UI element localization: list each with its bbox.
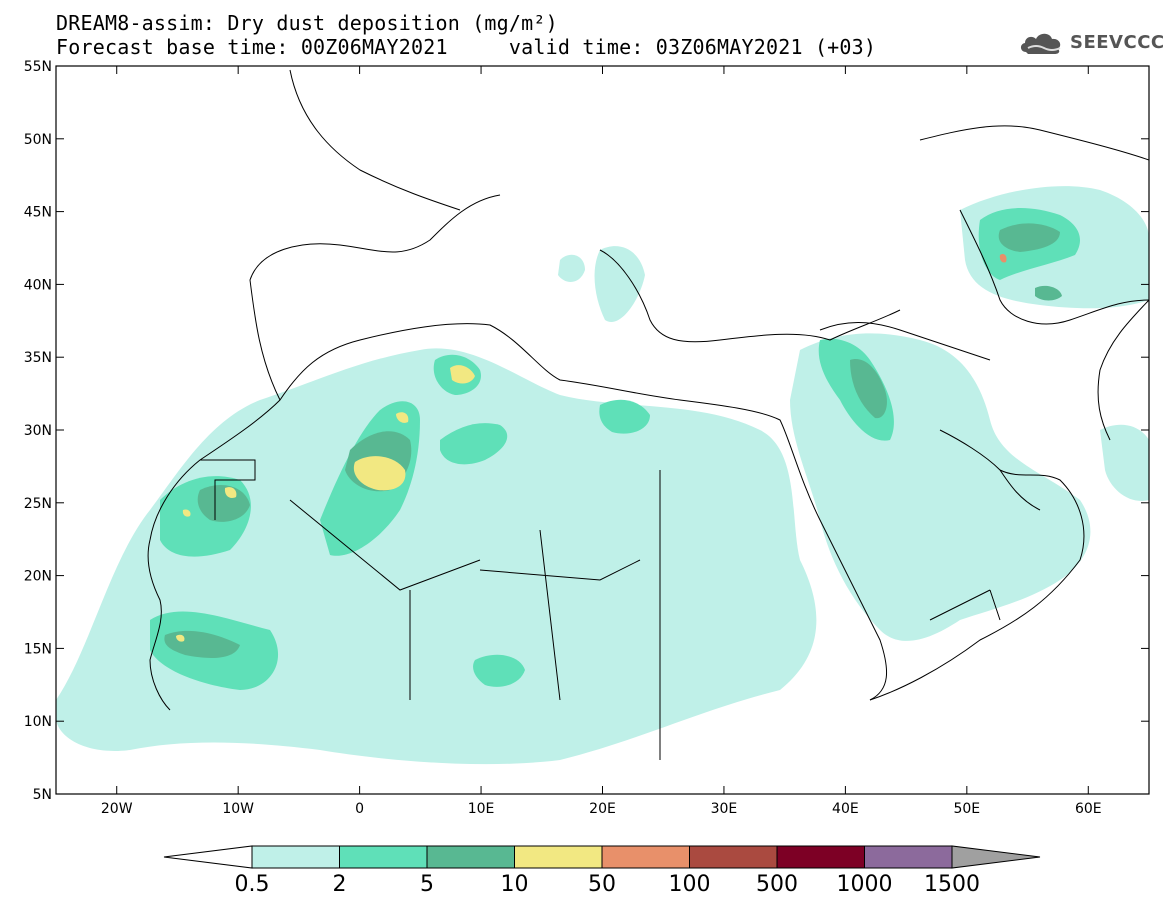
colorbar: 0.5 2 5 10 50 100 500 1000 1500 [163, 845, 1041, 897]
lat-tick-label: 30N [24, 423, 52, 439]
contour-50-100 [999, 253, 1007, 263]
colorbar-swatch [776, 845, 865, 869]
colorbar-swatch [864, 845, 953, 869]
colorbar-swatch [514, 845, 603, 869]
lat-tick-label: 5N [33, 787, 52, 803]
lat-tick-label: 45N [24, 205, 52, 221]
colorbar-under-triangle [163, 845, 253, 869]
colorbar-label: 1000 [837, 872, 893, 897]
colorbar-label: 5 [420, 872, 434, 897]
lon-tick-label: 30E [711, 801, 738, 817]
colorbar-label: 500 [756, 872, 798, 897]
lat-tick-label: 20N [24, 569, 52, 585]
longitude-axis: 20W 10W 0 10E 20E 30E 40E 50E 60E [101, 66, 1102, 817]
lat-tick-label: 55N [24, 59, 52, 75]
lat-tick-label: 35N [24, 350, 52, 366]
lon-tick-label: 60E [1075, 801, 1102, 817]
lat-tick-label: 25N [24, 496, 52, 512]
colorbar-swatch [689, 845, 778, 869]
latitude-axis: 5N 10N 15N 20N 25N 30N 35N 40N 45N 50N 55N [24, 59, 1149, 803]
colorbar-swatch [251, 845, 340, 869]
colorbar-label: 2 [333, 872, 347, 897]
coastlines-and-borders [147, 69, 1149, 760]
logo-text: SEEVCCC [1070, 32, 1165, 53]
lon-tick-label: 50E [953, 801, 980, 817]
lat-tick-label: 50N [24, 132, 52, 148]
dust-deposition-field [56, 69, 1149, 765]
lon-tick-label: 20W [101, 801, 133, 817]
lon-tick-label: 0 [355, 801, 364, 817]
colorbar-label: 0.5 [235, 872, 270, 897]
lon-tick-label: 10E [468, 801, 495, 817]
map-title-line2: Forecast base time: 00Z06MAY2021 valid t… [56, 35, 877, 59]
colorbar-label: 50 [588, 872, 616, 897]
colorbar-swatch [339, 845, 428, 869]
lon-tick-label: 10W [222, 801, 254, 817]
map-title-line1: DREAM8-assim: Dry dust deposition (mg/m²… [56, 11, 558, 35]
lon-tick-label: 20E [589, 801, 616, 817]
contour-10-50 [176, 365, 475, 642]
lat-tick-label: 40N [24, 277, 52, 293]
colorbar-label: 1500 [924, 872, 980, 897]
colorbar-label: 10 [501, 872, 529, 897]
colorbar-over-triangle [951, 845, 1041, 869]
colorbar-swatch [601, 845, 690, 869]
lon-tick-label: 40E [832, 801, 859, 817]
colorbar-swatch [426, 845, 515, 869]
colorbar-label: 100 [669, 872, 711, 897]
cloud-icon [1020, 33, 1061, 54]
seevccc-logo: SEEVCCC [1018, 28, 1164, 58]
lat-tick-label: 10N [24, 714, 52, 730]
lat-tick-label: 15N [24, 641, 52, 657]
